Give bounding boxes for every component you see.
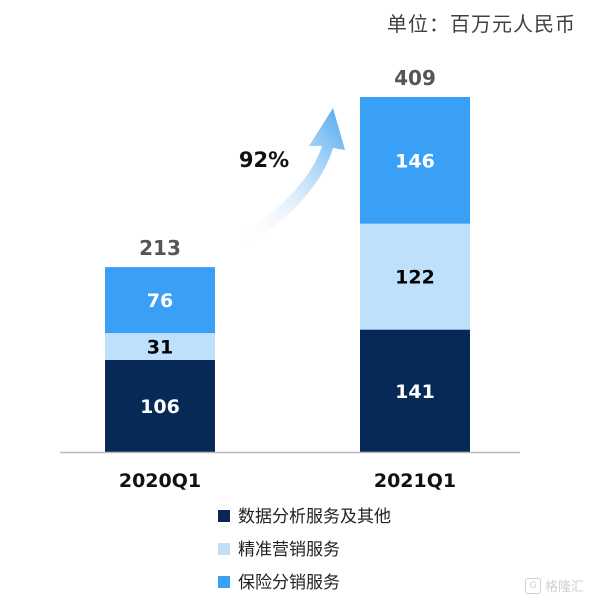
- category-tick-label: 2021Q1: [374, 470, 456, 492]
- growth-label: 92%: [239, 148, 289, 172]
- legend-swatch: [218, 576, 230, 588]
- bar-segment: [105, 333, 215, 360]
- legend-label: 精准营销服务: [238, 540, 340, 560]
- watermark-logo-icon: G: [524, 577, 541, 594]
- bar-value-label: 76: [147, 290, 173, 312]
- watermark-text: 格隆汇: [544, 580, 584, 595]
- legend-swatch: [218, 510, 230, 522]
- legend-label: 数据分析服务及其他: [238, 507, 391, 527]
- bar-total-label: 409: [394, 66, 436, 90]
- bar-segment: [105, 359, 215, 452]
- bar-value-label: 31: [147, 337, 173, 359]
- bars-layer: 106 31 76 213 141 122 146 409: [105, 66, 470, 452]
- bar-segment: [105, 267, 215, 334]
- category-tick-label: 2020Q1: [119, 470, 201, 492]
- watermark: G 格隆汇: [524, 576, 584, 595]
- legend-label: 保险分销服务: [238, 573, 340, 593]
- bar-segment: [360, 329, 470, 452]
- bar-segment: [360, 223, 470, 330]
- bar-value-label: 141: [395, 381, 435, 403]
- unit-label: 单位：百万元人民币: [387, 12, 576, 36]
- growth-arrow-icon: [238, 108, 345, 246]
- bar-segment: [360, 96, 470, 224]
- bar-value-label: 146: [395, 150, 435, 172]
- bar-total-label: 213: [139, 236, 181, 260]
- axis-layer: 2020Q1 2021Q1: [60, 451, 520, 492]
- bar-value-label: 122: [395, 267, 435, 289]
- legend-swatch: [218, 543, 230, 555]
- bar-value-label: 106: [140, 396, 180, 418]
